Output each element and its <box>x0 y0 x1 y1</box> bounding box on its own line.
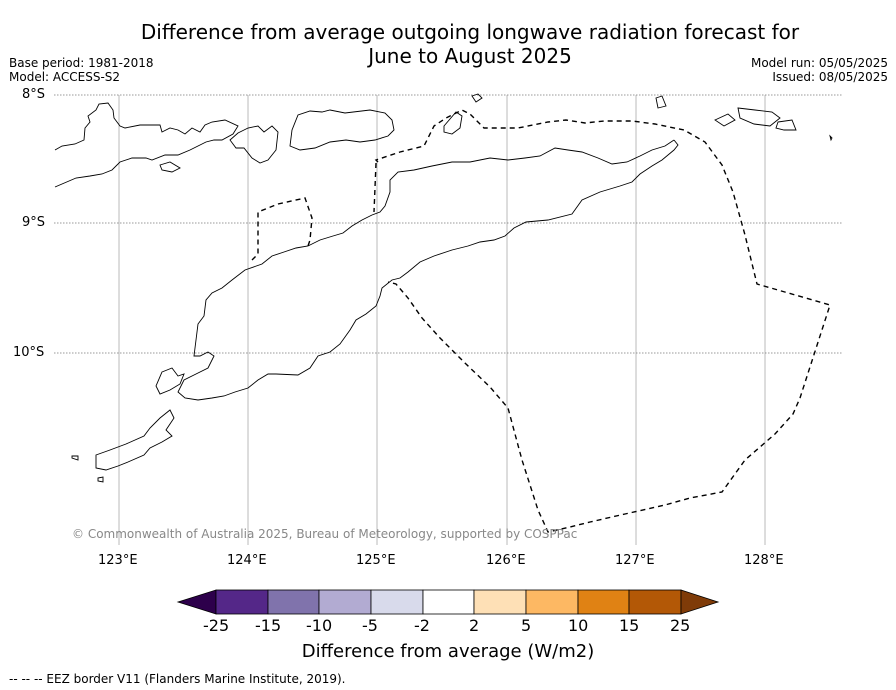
coast-islet-3 <box>655 95 667 109</box>
colorbar-extend-high <box>680 589 720 615</box>
coast-islet-4 <box>829 134 833 142</box>
coast-leti <box>714 113 736 127</box>
eez-legend-footnote: -- -- -- EEZ border V11 (Flanders Marine… <box>9 672 346 686</box>
coast-atauro <box>443 111 463 135</box>
title-line-1: Difference from average outgoing longwav… <box>140 20 800 44</box>
lon-tick-123e: 123°E <box>98 553 138 568</box>
lon-tick-128e: 128°E <box>744 553 784 568</box>
coast-islet-1 <box>71 455 79 461</box>
lon-tick-124e: 124°E <box>227 553 267 568</box>
meta-left: Base period: 1981-2018 Model: ACCESS-S2 <box>9 56 154 84</box>
lon-tick-125e: 125°E <box>356 553 396 568</box>
lat-tick-9s: 9°S <box>22 215 46 230</box>
coast-raijua <box>97 476 104 483</box>
base-period: Base period: 1981-2018 <box>9 56 154 70</box>
coast-pantar <box>229 125 279 164</box>
lon-tick-127e: 127°E <box>615 553 655 568</box>
colorbar-tick-label: -2 <box>414 616 430 635</box>
colorbar-bin-7 <box>525 589 579 615</box>
lon-tick-126e: 126°E <box>486 553 526 568</box>
coast-sawu <box>95 409 175 471</box>
lat-tick-8s: 8°S <box>22 87 46 102</box>
coast-timor <box>177 139 679 401</box>
colorbar-tick-label: -15 <box>255 616 282 635</box>
colorbar <box>176 589 720 615</box>
title-line-2: June to August 2025 <box>368 44 572 68</box>
colorbar-tick-label: -5 <box>362 616 378 635</box>
copyright-notice: © Commonwealth of Australia 2025, Bureau… <box>72 527 578 541</box>
gridlines <box>54 94 843 545</box>
colorbar-bin-1 <box>215 589 269 615</box>
colorbar-bin-5 <box>422 589 475 615</box>
colorbar-extend-low <box>176 589 217 615</box>
colorbar-bin-4 <box>370 589 424 615</box>
coast-moa <box>737 107 781 127</box>
model-run: Model run: 05/05/2025 <box>750 56 888 70</box>
eez-border-segment <box>373 162 377 213</box>
colorbar-tick-label: 2 <box>469 616 480 635</box>
coast-rote <box>155 367 185 395</box>
coast-wetar <box>289 109 395 151</box>
colorbar-tick-label: 10 <box>568 616 589 635</box>
eez-border-oecusse <box>251 197 313 261</box>
eez-border-timor-leste <box>374 109 831 533</box>
colorbar-tick-label: 15 <box>619 616 640 635</box>
colorbar-tick-label: 25 <box>670 616 691 635</box>
lat-tick-10s: 10°S <box>13 345 45 360</box>
map-title: Difference from average outgoing longwav… <box>0 20 896 68</box>
coast-lakor <box>775 119 797 131</box>
colorbar-tick-label: -25 <box>203 616 230 635</box>
colorbar-bin-2 <box>267 589 320 615</box>
colorbar-bin-6 <box>473 589 527 615</box>
colorbar-tick-label: -10 <box>306 616 333 635</box>
eez-borders <box>251 109 831 533</box>
colorbar-bin-9 <box>628 589 682 615</box>
coastlines <box>54 93 833 483</box>
coast-islet-2 <box>471 93 483 103</box>
issued-date: Issued: 08/05/2025 <box>772 70 888 84</box>
colorbar-tick-label: 5 <box>521 616 532 635</box>
colorbar-bin-8 <box>577 589 630 615</box>
model-name: Model: ACCESS-S2 <box>9 70 121 84</box>
coast-alor-small <box>159 161 181 173</box>
coast-flores-alor <box>54 102 239 188</box>
meta-right: Model run: 05/05/2025 Issued: 08/05/2025 <box>751 56 888 84</box>
colorbar-title: Difference from average (W/m2) <box>301 641 595 662</box>
colorbar-bin-3 <box>318 589 372 615</box>
